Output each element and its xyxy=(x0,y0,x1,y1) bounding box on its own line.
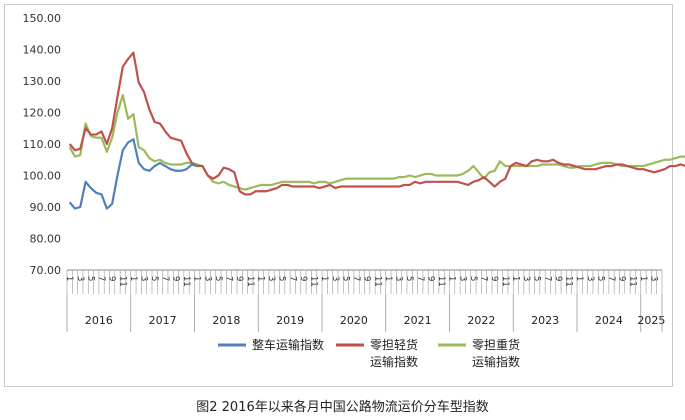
month-tick-label: 1 xyxy=(192,276,202,281)
year-label: 2023 xyxy=(531,314,559,327)
month-tick-label: 11 xyxy=(500,276,510,287)
month-tick-label: 7 xyxy=(542,276,552,281)
month-tick-label: 1 xyxy=(383,276,393,281)
month-tick-label: 7 xyxy=(606,276,616,281)
y-tick-label: 110.00 xyxy=(23,138,62,151)
month-tick-label: 7 xyxy=(479,276,489,281)
year-label: 2022 xyxy=(467,314,495,327)
month-tick-label: 9 xyxy=(553,276,563,281)
legend-ltl-heavy-label: 零担重货运输指数 xyxy=(472,337,520,369)
year-label: 2024 xyxy=(595,314,623,327)
month-tick-label: 1 xyxy=(638,276,648,281)
month-tick-label: 11 xyxy=(627,276,637,287)
series-line-ltl-heavy xyxy=(68,94,685,191)
month-tick-label: 11 xyxy=(564,276,574,287)
chart-frame xyxy=(4,4,673,387)
month-tick-label: 1 xyxy=(64,276,74,281)
month-tick-label: 3 xyxy=(649,276,659,281)
year-label: 2016 xyxy=(85,314,113,327)
y-tick-label: 150.00 xyxy=(23,12,62,25)
month-tick-label: 11 xyxy=(117,276,127,287)
month-tick-label: 9 xyxy=(489,276,499,281)
month-tick-label: 3 xyxy=(202,276,212,281)
month-tick-label: 11 xyxy=(181,276,191,287)
month-tick-label: 11 xyxy=(245,276,255,287)
month-tick-label: 5 xyxy=(149,276,159,281)
y-tick-label: 100.00 xyxy=(23,170,62,183)
month-tick-label: 7 xyxy=(287,276,297,281)
month-tick-label: 9 xyxy=(234,276,244,281)
month-tick-label: 11 xyxy=(436,276,446,287)
month-tick-label: 9 xyxy=(362,276,372,281)
month-tick-label: 1 xyxy=(255,276,265,281)
month-tick-label: 1 xyxy=(447,276,457,281)
year-label: 2021 xyxy=(404,314,432,327)
month-tick-label: 7 xyxy=(160,276,170,281)
month-tick-label: 9 xyxy=(617,276,627,281)
month-tick-label: 3 xyxy=(521,276,531,281)
month-tick-label: 9 xyxy=(425,276,435,281)
month-tick-label: 5 xyxy=(404,276,414,281)
month-tick-label: 9 xyxy=(298,276,308,281)
y-tick-label: 70.00 xyxy=(30,264,62,277)
month-tick-label: 3 xyxy=(330,276,340,281)
month-tick-label: 3 xyxy=(75,276,85,281)
month-tick-label: 3 xyxy=(266,276,276,281)
month-tick-label: 1 xyxy=(319,276,329,281)
month-tick-label: 7 xyxy=(224,276,234,281)
month-tick-label: 3 xyxy=(394,276,404,281)
year-label: 2019 xyxy=(276,314,304,327)
month-tick-label: 7 xyxy=(96,276,106,281)
month-tick-label: 1 xyxy=(574,276,584,281)
month-tick-label: 3 xyxy=(457,276,467,281)
series-line-full-truckload xyxy=(68,138,198,210)
year-label: 2025 xyxy=(637,314,665,327)
y-tick-label: 140.00 xyxy=(23,44,62,57)
legend-ltl-light-label: 零担轻货运输指数 xyxy=(370,337,418,369)
y-tick-label: 120.00 xyxy=(23,107,62,120)
month-tick-label: 11 xyxy=(372,276,382,287)
month-tick-label: 5 xyxy=(213,276,223,281)
year-label: 2020 xyxy=(340,314,368,327)
y-tick-label: 130.00 xyxy=(23,75,62,88)
month-tick-label: 9 xyxy=(107,276,117,281)
month-tick-label: 7 xyxy=(415,276,425,281)
month-tick-label: 5 xyxy=(85,276,95,281)
y-tick-label: 80.00 xyxy=(30,233,62,246)
month-tick-label: 5 xyxy=(277,276,287,281)
legend-full-truckload-label: 整车运输指数 xyxy=(252,337,324,352)
month-tick-label: 11 xyxy=(309,276,319,287)
year-label: 2018 xyxy=(212,314,240,327)
month-tick-label: 5 xyxy=(595,276,605,281)
line-chart: 70.00 80.00 90.00 100.00 110.00 120.00 130.00 1… xyxy=(23,12,685,369)
month-tick-label: 3 xyxy=(585,276,595,281)
series-line-ltl-light xyxy=(68,51,685,196)
month-tick-label: 1 xyxy=(128,276,138,281)
month-tick-label: 5 xyxy=(340,276,350,281)
year-label: 2017 xyxy=(149,314,177,327)
month-tick-label: 3 xyxy=(139,276,149,281)
y-tick-label: 90.00 xyxy=(30,201,62,214)
month-tick-label: 1 xyxy=(510,276,520,281)
month-tick-label: 5 xyxy=(532,276,542,281)
month-tick-label: 7 xyxy=(351,276,361,281)
month-tick-label: 9 xyxy=(170,276,180,281)
month-tick-label: 5 xyxy=(468,276,478,281)
figure-caption: 图2 2016年以来各月中国公路物流运价分车型指数 xyxy=(196,400,489,415)
